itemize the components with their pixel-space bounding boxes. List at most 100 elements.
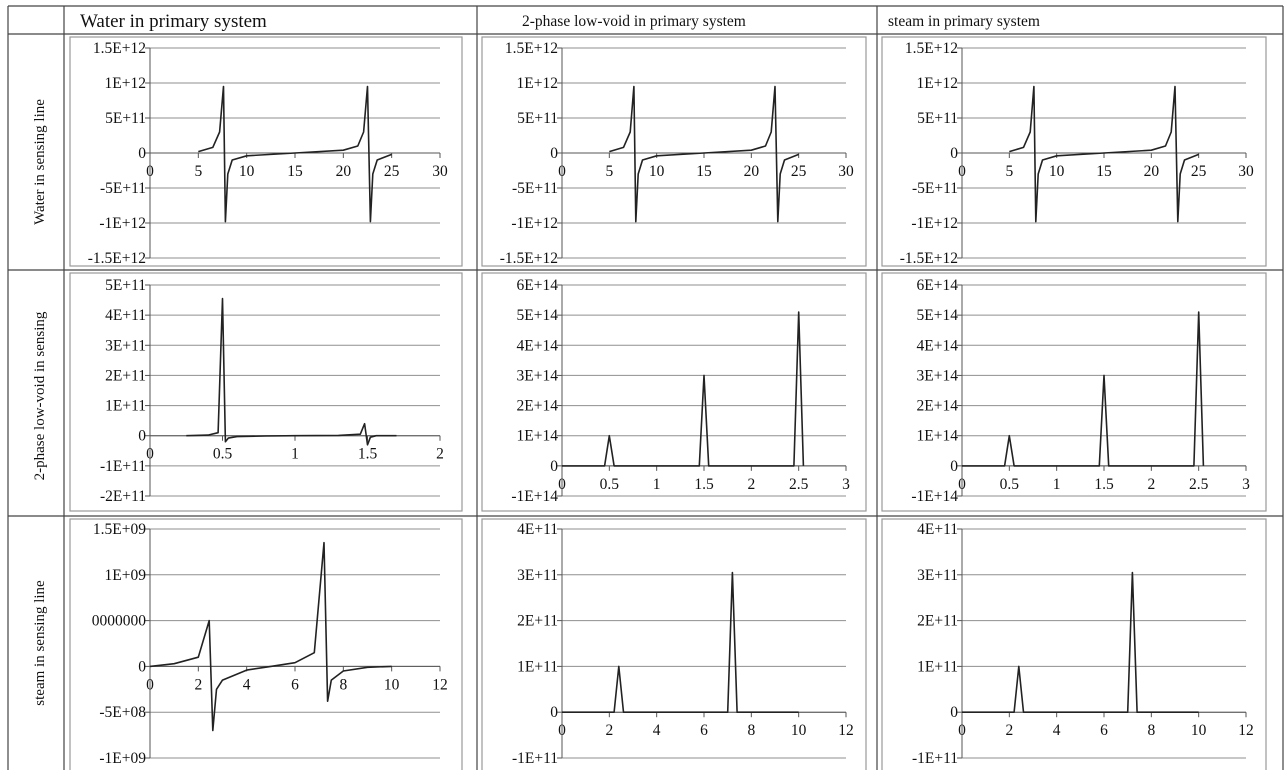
- x-tick-label: 6: [291, 676, 299, 693]
- y-tick-label: 0: [550, 458, 558, 475]
- x-tick-label: 2: [1147, 476, 1155, 493]
- panel-frame: [69, 518, 463, 770]
- y-tick-label: 1.5E+12: [905, 40, 958, 57]
- x-tick-label: 10: [1191, 722, 1207, 739]
- y-tick-label: 5E+11: [917, 110, 958, 127]
- y-tick-label: 1E+11: [517, 658, 558, 675]
- y-tick-label: -1E+11: [100, 458, 146, 475]
- x-tick-label: 15: [696, 163, 712, 180]
- x-tick-label: 3: [1242, 476, 1250, 493]
- y-tick-label: 3E+14: [517, 367, 559, 384]
- x-tick-label: 15: [1096, 163, 1112, 180]
- y-tick-label: -1.5E+12: [500, 250, 558, 267]
- series-line: [962, 311, 1205, 467]
- y-tick-label: 5E+11: [105, 110, 146, 127]
- x-tick-label: 4: [1053, 722, 1061, 739]
- y-tick-label: 0: [550, 704, 558, 721]
- y-tick-label: 0: [950, 704, 958, 721]
- series-line: [186, 297, 397, 446]
- y-tick-label: -5E+11: [912, 180, 958, 197]
- x-tick-label: 10: [1049, 163, 1065, 180]
- y-tick-label: 1.5E+12: [93, 40, 146, 57]
- panel-frame: [881, 272, 1267, 512]
- x-tick-label: 8: [1147, 722, 1155, 739]
- y-tick-label: -1E+11: [512, 750, 558, 767]
- x-tick-label: 2: [747, 476, 755, 493]
- x-tick-label: 20: [1144, 163, 1160, 180]
- x-tick-label: 10: [239, 163, 255, 180]
- panel-frame: [881, 36, 1267, 267]
- x-tick-label: 12: [838, 722, 854, 739]
- y-tick-label: 0: [950, 145, 958, 162]
- y-tick-label: 5E+11: [105, 277, 146, 294]
- x-tick-label: 3: [842, 476, 850, 493]
- panel-frame: [69, 272, 463, 512]
- y-tick-label: 5E+11: [517, 110, 558, 127]
- y-tick-label: 0: [138, 658, 146, 675]
- x-tick-label: 0: [958, 722, 966, 739]
- series-line: [562, 311, 805, 467]
- panel-frame: [881, 518, 1267, 770]
- y-tick-label: 1E+11: [105, 398, 146, 415]
- y-tick-label: -1E+09: [99, 750, 146, 767]
- row-header-steam: steam in sensing line: [32, 580, 48, 706]
- y-tick-label: -2E+11: [100, 488, 146, 505]
- x-tick-label: 10: [649, 163, 665, 180]
- x-tick-label: 20: [336, 163, 352, 180]
- y-tick-label: 4E+14: [517, 337, 559, 354]
- x-tick-label: 12: [1238, 722, 1254, 739]
- x-tick-label: 25: [384, 163, 400, 180]
- y-tick-label: 1E+12: [105, 75, 146, 92]
- x-tick-label: 10: [384, 676, 400, 693]
- x-tick-label: 1.5: [358, 446, 378, 463]
- table-lines: [7, 5, 1284, 770]
- x-tick-label: 6: [1100, 722, 1108, 739]
- x-tick-label: 0: [146, 163, 154, 180]
- y-tick-label: 1.5E+09: [93, 521, 146, 538]
- y-tick-label: 5E+14: [517, 307, 559, 324]
- x-tick-label: 0: [558, 722, 566, 739]
- y-tick-label: -1E+11: [912, 750, 958, 767]
- y-tick-label: -1.5E+12: [88, 250, 146, 267]
- y-tick-label: -5E+08: [99, 704, 146, 721]
- y-tick-label: 4E+11: [917, 521, 958, 538]
- x-tick-label: 0: [146, 676, 154, 693]
- y-tick-label: -1E+12: [99, 215, 146, 232]
- x-tick-label: 5: [194, 163, 202, 180]
- y-tick-label: -1.5E+12: [900, 250, 958, 267]
- y-tick-label: 3E+11: [105, 337, 146, 354]
- y-tick-label: 2E+11: [917, 613, 958, 630]
- x-tick-label: 25: [1191, 163, 1207, 180]
- x-tick-label: 12: [432, 676, 448, 693]
- x-tick-label: 0: [558, 163, 566, 180]
- x-tick-label: 8: [339, 676, 347, 693]
- x-tick-label: 0.5: [1000, 476, 1020, 493]
- row-header-water: Water in sensing line: [32, 99, 48, 225]
- panel-frame: [481, 272, 867, 512]
- x-tick-label: 1: [1053, 476, 1061, 493]
- y-tick-label: 4E+11: [105, 307, 146, 324]
- x-tick-label: 1.5: [694, 476, 714, 493]
- y-tick-label: -5E+11: [100, 180, 146, 197]
- panel-frame: [69, 36, 463, 267]
- x-tick-label: 1: [653, 476, 661, 493]
- x-tick-label: 1: [291, 446, 299, 463]
- col-header-steam: steam in primary system: [888, 13, 1040, 30]
- x-tick-label: 2: [194, 676, 202, 693]
- y-tick-label: 0: [550, 145, 558, 162]
- series-line: [198, 85, 392, 223]
- y-tick-label: 1E+12: [517, 75, 558, 92]
- series-line: [962, 571, 1199, 714]
- y-tick-label: 6E+14: [517, 277, 559, 294]
- col-header-two-phase: 2-phase low-void in primary system: [522, 13, 746, 30]
- y-tick-label: -1E+14: [511, 488, 558, 505]
- x-tick-label: 30: [1238, 163, 1254, 180]
- x-tick-label: 6: [700, 722, 708, 739]
